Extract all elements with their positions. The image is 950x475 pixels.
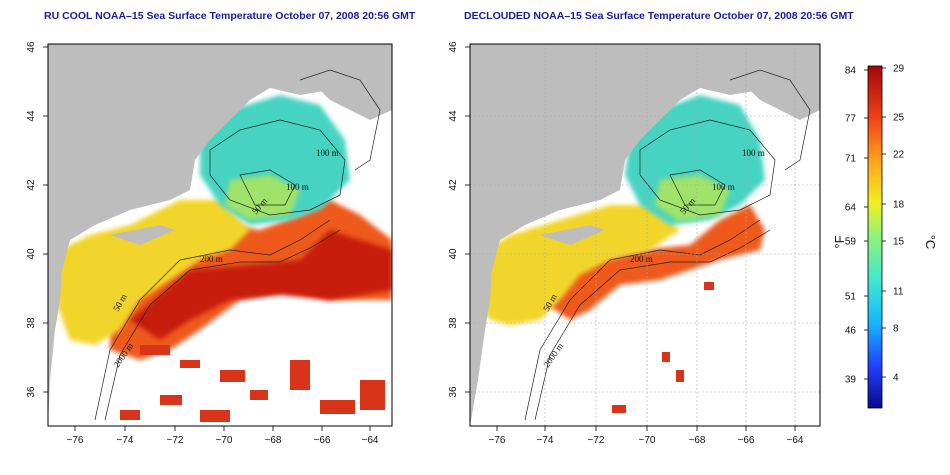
left-sst-shelf-band [55, 200, 250, 345]
right-contour-label-100m-b: 100 m [712, 182, 735, 192]
colorbar-f-tick-label: 59 [845, 237, 857, 248]
right-lat-tick-label: 36 [448, 386, 459, 398]
left-map-panel: 100 m 100 m 50 m 200 m 50 m 2000 m [47, 43, 393, 427]
right-lat-tick-label: 44 [448, 110, 459, 122]
left-lat-tick-label: 44 [26, 110, 37, 122]
left-lon-tick-label: −68 [265, 435, 282, 446]
right-lon-tick-label: −68 [689, 435, 706, 446]
right-lat-tick-label: 38 [448, 317, 459, 329]
right-land [470, 44, 820, 426]
colorbar-unit-fahrenheit: °F [832, 235, 847, 248]
right-lat-tick-label: 46 [448, 41, 459, 53]
right-map-frame [469, 43, 821, 427]
right-lon-tick-label: −76 [489, 435, 506, 446]
right-sst-georges-bank [655, 175, 730, 222]
left-lon-tick-label: −64 [362, 435, 379, 446]
colorbar-f-tick-label: 84 [845, 66, 857, 77]
left-lon-tick-label: −74 [117, 435, 134, 446]
colorbar-c-tick-label: 8 [893, 324, 899, 335]
left-map-frame [47, 43, 393, 427]
left-panel-title: RU COOL NOAA–15 Sea Surface Temperature … [44, 10, 416, 22]
colorbar-f-tick-label: 46 [845, 326, 857, 337]
right-panel-title: DECLOUDED NOAA–15 Sea Surface Temperatur… [464, 10, 854, 22]
right-lat-tick-label: 40 [448, 248, 459, 260]
left-lat-tick-label: 38 [26, 317, 37, 329]
right-map-panel: 100 m 100 m 50 m 200 m 50 m 2000 m [469, 43, 821, 427]
colorbar-c-tick-label: 11 [893, 287, 904, 298]
axis-text-layer: −76 −74 −72 −70 −68 −66 −64 36 38 40 42 44 46 −76 −74 −… [26, 41, 804, 446]
left-lat-tick-label: 40 [26, 248, 37, 260]
colorbar-c-tick-label: 29 [893, 64, 905, 75]
left-bathymetry-contours [94, 69, 381, 421]
left-lon-tick-label: −76 [67, 435, 84, 446]
right-lon-tick-label: −64 [787, 435, 804, 446]
axis-layer [43, 46, 796, 431]
right-contour-label-200m: 200 m [630, 254, 653, 264]
colorbar-c-tick-label: 18 [893, 200, 905, 211]
right-land-long-island [540, 225, 605, 245]
left-lat-tick-label: 42 [26, 179, 37, 191]
colorbar-c-tick-label: 22 [893, 150, 905, 161]
left-contour-label-100m-b: 100 m [286, 182, 309, 192]
left-contour-label-200m: 200 m [200, 254, 223, 264]
left-contour-label-100m-a: 100 m [316, 148, 339, 158]
right-land-nova-scotia [730, 55, 820, 120]
left-land-nova-scotia [300, 55, 392, 120]
colorbar-unit-celsius: °C [923, 235, 938, 250]
left-sst-speckles [120, 345, 385, 422]
colorbar-c-tick-label: 4 [893, 373, 899, 384]
left-lat-tick-label: 46 [26, 41, 37, 53]
right-lon-tick-label: −70 [639, 435, 656, 446]
left-land-long-island [110, 225, 175, 245]
right-lon-tick-label: −66 [738, 435, 755, 446]
right-contour-label-100m-a: 100 m [742, 148, 765, 158]
right-sst-shelf-band [478, 205, 680, 325]
right-lon-tick-label: −74 [537, 435, 554, 446]
left-sst-georges-bank [225, 175, 300, 220]
right-lon-tick-label: −72 [588, 435, 605, 446]
left-lon-tick-label: −66 [314, 435, 331, 446]
colorbar-gradient [867, 65, 883, 409]
colorbar-f-tick-label: 39 [845, 375, 857, 386]
colorbar-f-tick-label: 77 [845, 114, 857, 125]
right-sst-warm-water [540, 205, 765, 320]
colorbar-c-tick-label: 25 [893, 113, 905, 124]
left-land [48, 44, 392, 426]
left-sst-hot-water [130, 230, 392, 340]
colorbar-f-tick-label: 51 [845, 292, 857, 303]
colorbar-f-tick-label: 64 [845, 203, 857, 214]
left-lat-tick-label: 36 [26, 386, 37, 398]
colorbar-f-tick-label: 71 [845, 154, 857, 165]
right-lat-tick-label: 42 [448, 179, 459, 191]
left-lon-tick-label: −70 [216, 435, 233, 446]
colorbar-c-tick-label: 15 [893, 237, 905, 248]
right-sst-speckles [612, 282, 714, 413]
left-lon-tick-label: −72 [167, 435, 184, 446]
